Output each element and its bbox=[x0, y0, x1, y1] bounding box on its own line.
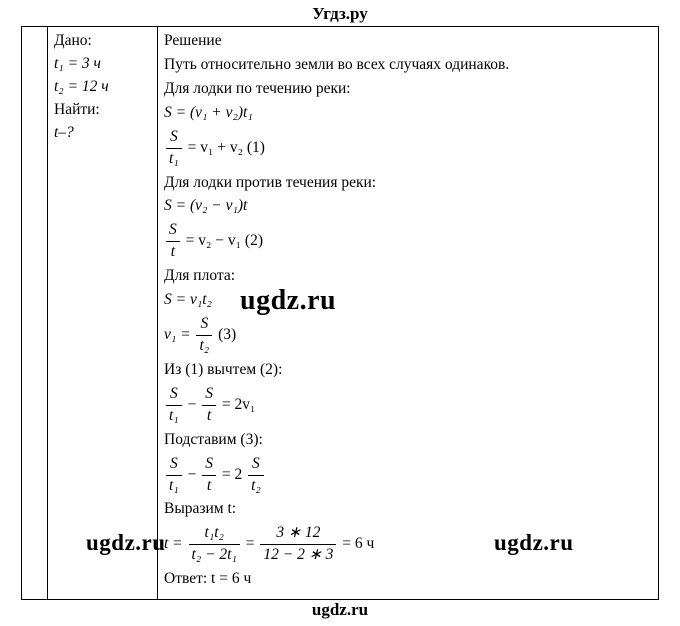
solution-text: Для лодки против течения реки: bbox=[164, 173, 652, 194]
equation: St₁ = v₁ + v₂ (1) bbox=[164, 127, 652, 170]
solution-text: Из (1) вычтем (2): bbox=[164, 360, 652, 381]
equation: S = (v₂ − v₁)t bbox=[164, 196, 652, 217]
find-label: Найти: bbox=[54, 100, 151, 121]
given-title: Дано: bbox=[54, 31, 151, 52]
given-cell: Дано: t₁ = 3 ч t₂ = 12 ч Найти: t–? bbox=[48, 27, 158, 600]
page-footer: ugdz.ru bbox=[0, 596, 680, 624]
solution-text: Подставим (3): bbox=[164, 430, 652, 451]
given-t2: t₂ = 12 ч bbox=[54, 77, 151, 98]
solution-text: Для плота: bbox=[164, 266, 652, 287]
find-unknown: t–? bbox=[54, 123, 151, 144]
solution-text: Для лодки по течению реки: bbox=[164, 79, 652, 100]
solution-text: Путь относительно земли во всех случаях … bbox=[164, 55, 652, 76]
solution-cell: Решение Путь относительно земли во всех … bbox=[158, 27, 659, 600]
problem-table: Дано: t₁ = 3 ч t₂ = 12 ч Найти: t–? Реше… bbox=[21, 26, 659, 600]
solution-title: Решение bbox=[164, 31, 652, 52]
equation: S = v₁t₂ bbox=[164, 290, 652, 311]
equation: St₁ − St = 2v₁ bbox=[164, 384, 652, 427]
answer: Ответ: t = 6 ч bbox=[164, 569, 652, 590]
equation: St₁ − St = 2 St₂ bbox=[164, 454, 652, 497]
solution-text: Выразим t: bbox=[164, 499, 652, 520]
page-header: Угдз.ру bbox=[0, 0, 680, 26]
index-cell bbox=[22, 27, 48, 600]
equation: v₁ = St₂ (3) bbox=[164, 314, 652, 357]
given-t1: t₁ = 3 ч bbox=[54, 54, 151, 75]
equation: t = t₁t₂t₂ − 2t₁ = 3 ∗ 1212 − 2 ∗ 3 = 6 … bbox=[164, 523, 652, 566]
table-row: Дано: t₁ = 3 ч t₂ = 12 ч Найти: t–? Реше… bbox=[22, 27, 659, 600]
equation: St = v₂ − v₁ (2) bbox=[164, 220, 652, 263]
equation: S = (v₁ + v₂)t₁ bbox=[164, 103, 652, 124]
